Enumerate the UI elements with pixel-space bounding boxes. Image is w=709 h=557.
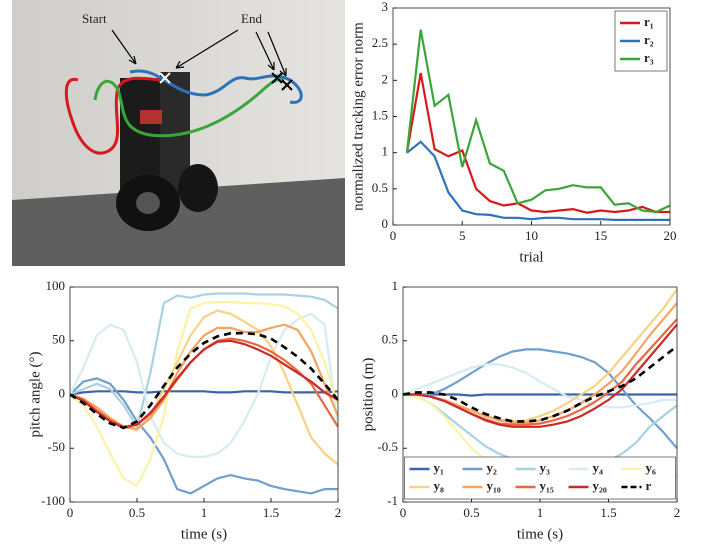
series-line — [70, 292, 338, 430]
y-tick-label: 0 — [382, 216, 389, 231]
y-tick-label: 0 — [392, 385, 399, 400]
y-tick-label: 2.5 — [372, 35, 388, 50]
y-tick-label: 0.5 — [372, 180, 388, 195]
series-line — [403, 348, 677, 450]
x-tick-label: 1.5 — [263, 505, 279, 520]
y-tick-label: 3 — [382, 0, 389, 14]
x-tick-label: 1 — [201, 505, 208, 520]
series-line — [70, 300, 338, 488]
series-line — [70, 309, 338, 466]
annotation: Start — [82, 11, 107, 26]
wheel-hub — [136, 192, 160, 214]
chart: 0 0.5 1 1.5 2 -1 -0.5 0 0.5 1 time (s) position (m)… — [360, 278, 680, 542]
legend-label: y₃ — [540, 460, 551, 475]
series-line — [405, 29, 670, 214]
trajectory — [64, 76, 161, 155]
y-axis-label: normalized tracking error norm — [350, 22, 366, 211]
y-tick-label: 50 — [52, 332, 65, 347]
x-axis-label: time (s) — [517, 526, 563, 542]
arrow — [255, 31, 287, 77]
legend-label: r₁ — [644, 14, 654, 29]
legend-label: y₂ — [487, 460, 498, 475]
series-line — [70, 331, 338, 430]
arrow — [175, 29, 239, 69]
x-tick-label: 1 — [537, 505, 544, 520]
series-line — [70, 339, 338, 429]
trajectory — [129, 69, 303, 104]
plot-area — [70, 292, 338, 495]
annotation: End — [241, 11, 262, 26]
series-line — [406, 140, 670, 221]
y-tick-label: 1 — [392, 278, 399, 293]
y-tick-label: 100 — [46, 278, 66, 293]
series-line — [70, 312, 338, 458]
x-tick-label: 0 — [390, 228, 397, 243]
x-axis-label: trial — [519, 249, 543, 265]
x-tick-label: 10 — [525, 228, 538, 243]
series-line — [405, 72, 670, 214]
x-tick-label: 2 — [335, 505, 342, 520]
series-line — [403, 363, 677, 409]
legend-label: y₆ — [646, 460, 657, 475]
series-line — [70, 390, 338, 396]
wheel — [178, 164, 218, 212]
y-tick-label: -100 — [41, 493, 65, 508]
legend-label: y₂₀ — [593, 478, 607, 493]
end-marker — [271, 72, 293, 91]
legend-label: y₈ — [434, 478, 445, 493]
chart: 0 0.5 1 1.5 2 -100 -50 0 50 100 time (s) pitch angl… — [27, 278, 341, 542]
photo: Start End — [12, 0, 345, 266]
y-tick-label: -0.5 — [377, 439, 398, 454]
legend: y₁ y₂ y₃ y₄ y₆ y₈ y₁₀ y₁₅ y₂₀ r — [404, 456, 676, 500]
y-tick-label: 0 — [59, 385, 66, 400]
x-tick-label: 0.5 — [129, 505, 145, 520]
series-line — [403, 393, 677, 397]
legend-box — [404, 456, 676, 500]
chart: 0 5 10 15 20 0 0.5 1 1.5 2 2.5 3 trial normalized tra… — [350, 0, 676, 265]
series-line — [403, 302, 677, 424]
x-tick-label: 15 — [594, 228, 607, 243]
series-line — [403, 345, 677, 423]
photo-floor — [12, 178, 345, 266]
series-line — [403, 323, 677, 428]
plot-area — [405, 29, 670, 221]
x-tick-label: 20 — [664, 228, 677, 243]
legend-label: y₁₀ — [487, 478, 501, 493]
x-tick-label: 0 — [67, 505, 74, 520]
x-tick-label: 5 — [459, 228, 466, 243]
y-axis-label: pitch angle (°) — [27, 352, 43, 438]
legend: r₁ r₂ r₃ — [614, 10, 668, 72]
robot-part — [140, 110, 162, 124]
arrow — [111, 29, 137, 65]
series-line — [70, 323, 338, 431]
legend-label: y₄ — [593, 460, 604, 475]
y-axis-label: position (m) — [360, 358, 376, 432]
y-tick-label: -50 — [48, 439, 65, 454]
x-tick-label: 1.5 — [600, 505, 616, 520]
x-tick-label: 0.5 — [463, 505, 479, 520]
x-axis-label: time (s) — [181, 526, 227, 542]
y-tick-label: 2 — [382, 71, 389, 86]
legend-label: y₁₅ — [540, 478, 554, 493]
y-tick-label: 1.5 — [372, 107, 388, 122]
x-tick-label: 0 — [400, 505, 407, 520]
y-tick-label: 1 — [382, 144, 389, 159]
trajectory — [93, 76, 286, 138]
series-line — [70, 377, 338, 495]
legend-label: r₂ — [644, 32, 654, 47]
legend-label: r₃ — [644, 50, 654, 65]
start-marker — [159, 72, 171, 84]
legend-label: r — [646, 478, 652, 493]
y-tick-label: 0.5 — [382, 332, 398, 347]
y-tick-label: -1 — [387, 493, 398, 508]
x-tick-label: 2 — [674, 505, 681, 520]
legend-label: y₁ — [434, 460, 445, 475]
